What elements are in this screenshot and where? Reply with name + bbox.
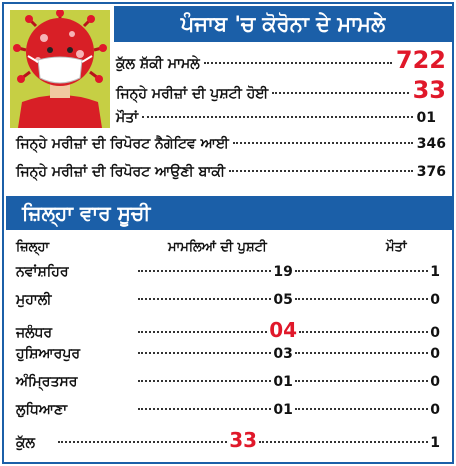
- district-name: ਜਲੰਧਰ: [16, 325, 53, 341]
- death-count: 0: [430, 325, 440, 341]
- death-count: 0: [430, 402, 441, 418]
- confirmed-count: 01: [273, 374, 293, 390]
- stat-row-confirmed: ਜਿਨ੍ਹੇ ਮਰੀਜ਼ਾਂ ਦੀ ਪੁਸ਼ਟੀ ਹੋਈ 33: [116, 76, 446, 104]
- leader-dots: [294, 270, 429, 272]
- table-row-total: ਕੁੱਲ 33 1: [16, 428, 440, 452]
- page-title: ਪੰਜਾਬ 'ਚ ਕੋਰੋਨਾ ਦੇ ਮਾਮਲੇ: [114, 6, 452, 42]
- death-count: 0: [430, 346, 441, 362]
- leader-dots: [142, 116, 413, 118]
- leader-dots: [138, 331, 268, 333]
- leader-dots: [138, 270, 272, 272]
- death-count: 1: [430, 435, 440, 451]
- stat-label: ਕੁੱਲ ਸ਼ੱਕੀ ਮਾਮਲੇ: [116, 56, 200, 72]
- district-name: ਹੁਸ਼ਿਆਰਪੁਰ: [16, 346, 81, 362]
- table-row: ਜਲੰਧਰ 04 0: [16, 318, 440, 342]
- column-header-district: ਜ਼ਿਲ੍ਹਾ: [16, 240, 50, 255]
- leader-dots: [229, 170, 413, 172]
- stat-row-deaths: ਮੌਤਾਂ 01: [116, 110, 436, 126]
- stat-label: ਮੌਤਾਂ: [116, 110, 139, 126]
- death-count: 1: [430, 264, 441, 280]
- district-name: ਮੁਹਾਲੀ: [16, 292, 52, 308]
- leader-dots: [294, 408, 429, 410]
- leader-dots: [138, 298, 272, 300]
- district-name: ਲੁਧਿਆਣਾ: [16, 402, 68, 418]
- death-count: 0: [430, 374, 441, 390]
- stat-value: 376: [416, 164, 446, 180]
- stat-label: ਜਿਨ੍ਹੇ ਮਰੀਜ਼ਾਂ ਦੀ ਰਿਪੋਰਟ ਆਉਣੀ ਬਾਕੀ: [16, 164, 226, 180]
- leader-dots: [232, 142, 413, 144]
- leader-dots: [138, 380, 272, 382]
- leader-dots: [294, 380, 429, 382]
- leader-dots: [58, 441, 228, 443]
- stat-row-negative: ਜਿਨ੍ਹੇ ਮਰੀਜ਼ਾਂ ਦੀ ਰਿਪੋਰਟ ਨੈਗੇਟਿਵ ਆਈ 346: [16, 136, 446, 152]
- table-row: ਹੁਸ਼ਿਆਰਪੁਰ 03 0: [16, 346, 440, 370]
- leader-dots: [203, 62, 392, 64]
- column-header-deaths: ਮੌਤਾਂ: [386, 240, 407, 255]
- confirmed-count: 03: [273, 346, 293, 362]
- table-row: ਨਵਾਂਸ਼ਹਿਰ 19 1: [16, 264, 440, 288]
- leader-dots: [259, 441, 429, 443]
- stat-label: ਜਿਨ੍ਹੇ ਮਰੀਜ਼ਾਂ ਦੀ ਰਿਪੋਰਟ ਨੈਗੇਟਿਵ ਆਈ: [16, 136, 229, 152]
- confirmed-count: 19: [273, 264, 293, 280]
- confirmed-count: 05: [273, 292, 293, 308]
- confirmed-count: 01: [273, 402, 293, 418]
- confirmed-count: 33: [229, 428, 258, 452]
- stat-value: 33: [412, 76, 446, 104]
- stat-value: 722: [395, 46, 446, 74]
- masked-person-with-virus-icon: [10, 10, 110, 128]
- leader-dots: [299, 331, 429, 333]
- stat-value: 346: [416, 136, 446, 152]
- stat-row-suspected: ਕੁੱਲ ਸ਼ੱਕੀ ਮਾਮਲੇ 722: [116, 46, 446, 74]
- table-row: ਮੁਹਾਲੀ 05 0: [16, 292, 440, 316]
- table-row: ਲੁਧਿਆਣਾ 01 0: [16, 402, 440, 426]
- stat-row-pending: ਜਿਨ੍ਹੇ ਮਰੀਜ਼ਾਂ ਦੀ ਰਿਪੋਰਟ ਆਉਣੀ ਬਾਕੀ 376: [16, 164, 446, 180]
- column-header-confirmed: ਮਾਮਲਿਆਂ ਦੀ ਪੁਸ਼ਟੀ: [168, 240, 267, 255]
- district-name: ਅੰਮ੍ਰਿਤਸਰ: [16, 374, 78, 390]
- district-name: ਨਵਾਂਸ਼ਹਿਰ: [16, 264, 69, 280]
- table-row: ਅੰਮ੍ਰਿਤਸਰ 01 0: [16, 374, 440, 398]
- leader-dots: [138, 408, 272, 410]
- leader-dots: [272, 92, 409, 94]
- leader-dots: [294, 352, 429, 354]
- stat-value: 01: [416, 110, 436, 126]
- confirmed-count: 04: [269, 318, 298, 342]
- death-count: 0: [430, 292, 441, 308]
- leader-dots: [138, 352, 272, 354]
- section-title: ਜ਼ਿਲ੍ਹਾ ਵਾਰ ਸੂਚੀ: [6, 196, 452, 230]
- leader-dots: [294, 298, 429, 300]
- stat-label: ਜਿਨ੍ਹੇ ਮਰੀਜ਼ਾਂ ਦੀ ਪੁਸ਼ਟੀ ਹੋਈ: [116, 86, 269, 102]
- district-name: ਕੁੱਲ: [16, 435, 36, 451]
